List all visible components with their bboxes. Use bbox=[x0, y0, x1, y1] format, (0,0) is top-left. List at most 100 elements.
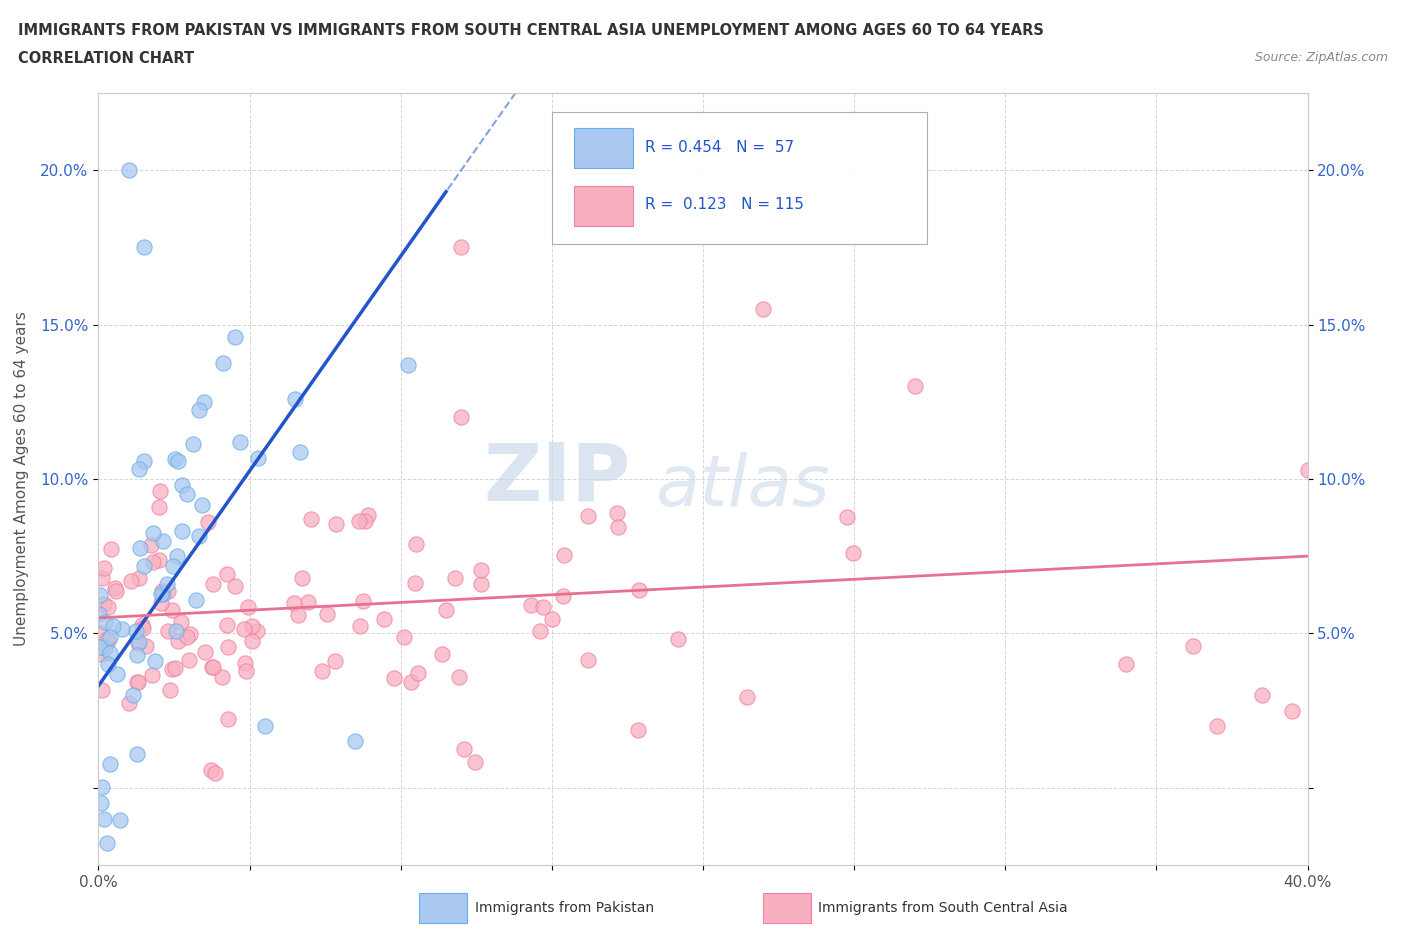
Text: R = 0.454   N =  57: R = 0.454 N = 57 bbox=[645, 140, 794, 154]
Point bbox=[290, 570, 312, 585]
Point bbox=[666, 631, 689, 646]
Point bbox=[606, 506, 628, 521]
Point bbox=[91, 571, 114, 586]
Point bbox=[470, 563, 492, 578]
Point bbox=[430, 646, 453, 661]
Point bbox=[290, 445, 312, 459]
Point bbox=[211, 355, 233, 370]
Point bbox=[841, 545, 863, 560]
Point bbox=[159, 683, 181, 698]
Point bbox=[354, 513, 377, 528]
Point bbox=[737, 690, 759, 705]
Point bbox=[179, 652, 201, 667]
Point bbox=[405, 536, 427, 551]
Point bbox=[240, 618, 263, 633]
Point bbox=[148, 499, 170, 514]
FancyBboxPatch shape bbox=[574, 127, 633, 168]
Point bbox=[1281, 703, 1303, 718]
Point bbox=[97, 600, 120, 615]
Point bbox=[447, 670, 470, 684]
Point bbox=[89, 639, 111, 654]
Point bbox=[166, 549, 188, 564]
Point bbox=[150, 595, 173, 610]
Point bbox=[152, 587, 174, 602]
Point bbox=[163, 660, 186, 675]
Point bbox=[576, 652, 599, 667]
Point bbox=[131, 618, 153, 632]
Point bbox=[235, 663, 257, 678]
Point bbox=[132, 620, 155, 635]
Point bbox=[187, 528, 209, 543]
Point bbox=[202, 577, 225, 591]
Point bbox=[283, 596, 305, 611]
Point bbox=[156, 577, 179, 591]
Point bbox=[135, 639, 157, 654]
Point bbox=[97, 633, 120, 648]
Point bbox=[90, 796, 112, 811]
Point bbox=[111, 621, 134, 636]
Point bbox=[190, 498, 212, 512]
Point bbox=[576, 509, 599, 524]
Point bbox=[142, 554, 165, 569]
FancyBboxPatch shape bbox=[551, 113, 927, 244]
Point bbox=[103, 618, 125, 633]
Point bbox=[200, 763, 222, 777]
Point bbox=[311, 664, 333, 679]
Point bbox=[163, 452, 186, 467]
Point bbox=[120, 574, 142, 589]
Text: Immigrants from Pakistan: Immigrants from Pakistan bbox=[475, 900, 654, 915]
Point bbox=[215, 566, 238, 581]
Point bbox=[176, 486, 198, 501]
Point bbox=[90, 779, 112, 794]
Point bbox=[194, 644, 217, 659]
Point bbox=[382, 671, 405, 685]
Point bbox=[246, 450, 269, 465]
Y-axis label: Unemployment Among Ages 60 to 64 years: Unemployment Among Ages 60 to 64 years bbox=[14, 312, 30, 646]
Point bbox=[143, 653, 166, 668]
Point bbox=[181, 436, 204, 451]
Point bbox=[287, 607, 309, 622]
Text: IMMIGRANTS FROM PAKISTAN VS IMMIGRANTS FROM SOUTH CENTRAL ASIA UNEMPLOYMENT AMON: IMMIGRANTS FROM PAKISTAN VS IMMIGRANTS F… bbox=[18, 23, 1045, 38]
Point bbox=[434, 603, 457, 618]
Point bbox=[217, 640, 239, 655]
Point bbox=[96, 836, 118, 851]
Point bbox=[606, 520, 628, 535]
Text: ZIP: ZIP bbox=[484, 440, 630, 518]
Point bbox=[553, 548, 575, 563]
Point bbox=[105, 667, 128, 682]
Point bbox=[396, 357, 419, 372]
Point bbox=[904, 379, 927, 393]
Point bbox=[87, 607, 110, 622]
Point bbox=[240, 633, 263, 648]
Text: R =  0.123   N = 115: R = 0.123 N = 115 bbox=[645, 197, 804, 212]
Point bbox=[125, 647, 148, 662]
Point bbox=[98, 645, 121, 660]
Point bbox=[232, 621, 254, 636]
Point bbox=[93, 561, 115, 576]
Point bbox=[352, 593, 374, 608]
Point bbox=[551, 589, 574, 604]
Point bbox=[149, 484, 172, 498]
Point bbox=[529, 623, 551, 638]
Point bbox=[90, 646, 112, 661]
Point bbox=[89, 588, 111, 603]
Point bbox=[156, 623, 179, 638]
Point bbox=[170, 615, 193, 630]
Point bbox=[627, 723, 650, 737]
Point bbox=[453, 741, 475, 756]
Point bbox=[160, 603, 183, 618]
Point bbox=[752, 301, 775, 316]
Point bbox=[211, 670, 233, 684]
Point bbox=[347, 513, 370, 528]
Text: Source: ZipAtlas.com: Source: ZipAtlas.com bbox=[1254, 51, 1388, 64]
Point bbox=[108, 812, 131, 827]
Point bbox=[229, 435, 252, 450]
Point bbox=[125, 746, 148, 761]
Point bbox=[104, 583, 127, 598]
Point bbox=[156, 583, 179, 598]
Text: atlas: atlas bbox=[655, 452, 830, 521]
Point bbox=[170, 524, 193, 538]
Point bbox=[349, 618, 371, 633]
Point bbox=[124, 623, 146, 638]
Point bbox=[1182, 639, 1205, 654]
